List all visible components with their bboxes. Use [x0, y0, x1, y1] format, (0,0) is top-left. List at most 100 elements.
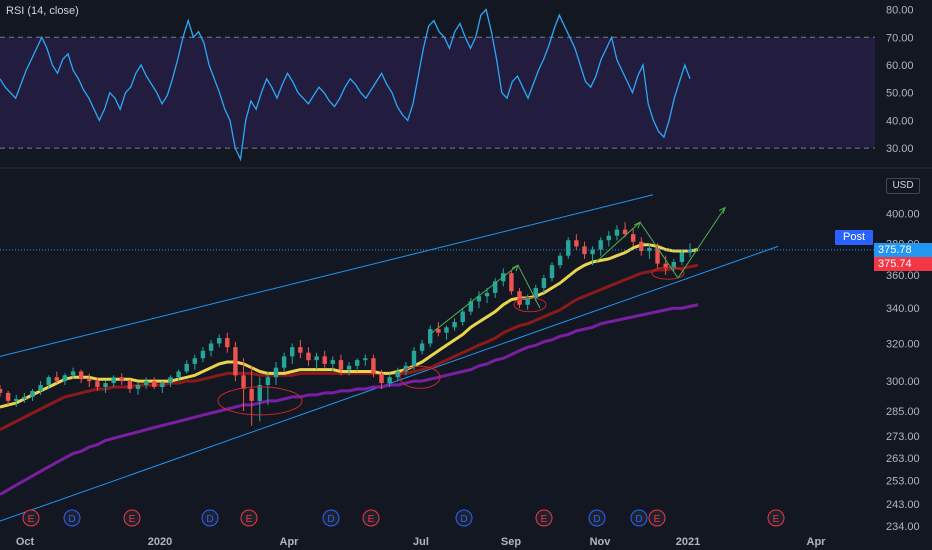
- candle-body: [428, 329, 433, 344]
- candle-body: [233, 347, 238, 376]
- candle: [549, 262, 555, 282]
- candle-body: [379, 373, 384, 384]
- marker-label: D: [635, 514, 642, 525]
- candle: [622, 222, 628, 238]
- candle: [679, 249, 685, 266]
- candle-body: [606, 235, 612, 241]
- price-tick-label: 234.00: [886, 521, 920, 533]
- candle-body: [62, 375, 68, 382]
- candle-body: [160, 383, 165, 387]
- candle: [281, 352, 287, 372]
- candle-body: [135, 385, 141, 389]
- currency-badge[interactable]: USD: [886, 178, 920, 194]
- candle: [5, 390, 11, 405]
- dividend-marker: D: [630, 509, 648, 527]
- candle-body: [354, 360, 360, 366]
- marker-label: E: [368, 514, 375, 525]
- candle-body: [168, 377, 173, 384]
- candle: [119, 373, 124, 386]
- candle-body: [143, 381, 149, 386]
- marker-circle: [322, 509, 340, 527]
- rsi-indicator-label[interactable]: RSI (14, close): [6, 5, 79, 17]
- arrow-line: [639, 221, 679, 279]
- price-tick-label: 360.00: [886, 270, 920, 282]
- earnings-marker: E: [535, 509, 553, 527]
- marker-circle: [630, 509, 648, 527]
- candle: [216, 334, 222, 348]
- candle-body: [371, 358, 376, 374]
- price-tick-label: 263.00: [886, 453, 920, 465]
- earnings-marker: E: [767, 509, 785, 527]
- candle: [111, 375, 116, 387]
- candle: [78, 369, 84, 384]
- dividend-marker: D: [455, 509, 473, 527]
- month-tick-label: Sep: [501, 536, 521, 548]
- marker-circle: [362, 509, 380, 527]
- candle-body: [452, 322, 457, 328]
- candle: [428, 325, 433, 348]
- candle-body: [225, 338, 230, 348]
- candle: [444, 325, 449, 340]
- dividend-marker: D: [201, 509, 219, 527]
- rsi-tick-label: 60.00: [886, 60, 914, 72]
- candle-body: [95, 381, 100, 387]
- candle-body: [387, 377, 392, 384]
- candle: [630, 228, 636, 247]
- candle-body: [484, 292, 490, 297]
- candle: [168, 375, 173, 387]
- candle: [436, 322, 441, 337]
- earnings-marker: E: [648, 509, 666, 527]
- candle-body: [574, 240, 579, 247]
- marker-label: E: [129, 514, 136, 525]
- earnings-marker: E: [22, 509, 40, 527]
- candle-body: [103, 383, 108, 387]
- marker-label: D: [593, 514, 600, 525]
- marker-circle: [123, 509, 141, 527]
- month-tick-label: Apr: [807, 536, 827, 548]
- candle-body: [257, 385, 262, 401]
- arrow-line: [595, 221, 641, 263]
- candle: [484, 287, 490, 304]
- month-tick-label: Oct: [16, 536, 35, 548]
- candle-body: [265, 377, 271, 386]
- candle: [30, 388, 35, 401]
- candle: [590, 246, 595, 266]
- candle: [606, 231, 612, 247]
- candle-body: [395, 371, 400, 378]
- marker-circle: [648, 509, 666, 527]
- candle: [192, 354, 198, 370]
- marker-circle: [201, 509, 219, 527]
- rsi-panel: [0, 8, 875, 162]
- candle: [160, 381, 165, 393]
- candle-body: [249, 388, 254, 401]
- marker-label: E: [541, 514, 548, 525]
- candle: [306, 347, 311, 366]
- marker-label: D: [68, 514, 75, 525]
- candle-body: [241, 375, 246, 389]
- candle: [273, 362, 279, 386]
- candle-body: [557, 255, 563, 266]
- candle-body: [647, 247, 652, 252]
- candle-body: [444, 327, 449, 333]
- candle-body: [525, 297, 530, 305]
- candle: [233, 341, 238, 382]
- candle-body: [119, 377, 124, 382]
- month-tick-label: 2021: [676, 536, 700, 548]
- marker-circle: [63, 509, 81, 527]
- candle-body: [111, 377, 116, 384]
- candle: [468, 297, 474, 316]
- marker-circle: [588, 509, 606, 527]
- dividend-marker: D: [322, 509, 340, 527]
- rsi-line: [0, 8, 691, 162]
- candle: [290, 343, 295, 364]
- candle: [582, 241, 587, 259]
- annotation-circle: [217, 386, 303, 416]
- candle-body: [549, 265, 555, 279]
- moving-average-slow: [0, 303, 699, 496]
- candle: [509, 269, 514, 295]
- candle: [152, 377, 157, 389]
- earnings-marker: E: [123, 509, 141, 527]
- candle: [647, 243, 652, 259]
- candle: [135, 383, 141, 395]
